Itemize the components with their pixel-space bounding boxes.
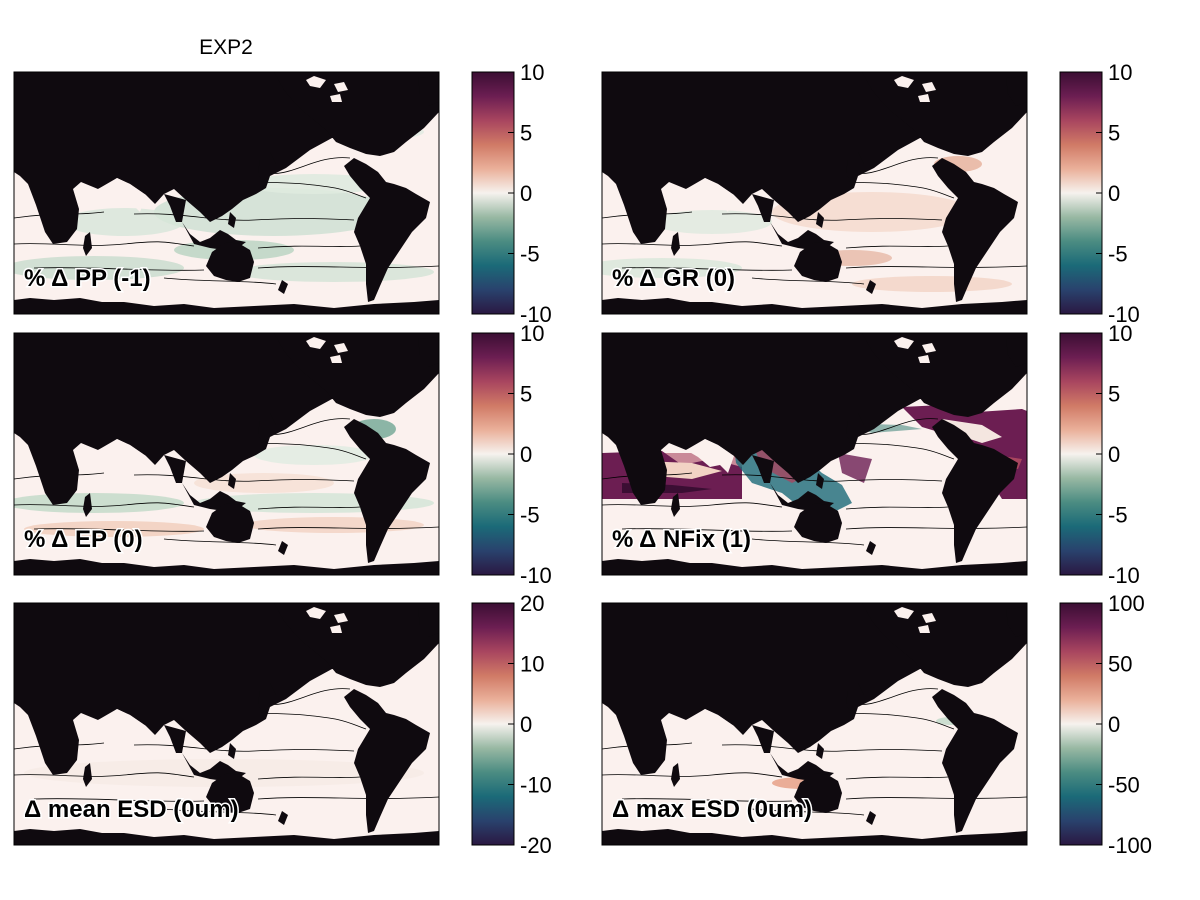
colorbar-tick-label: 0: [520, 181, 532, 206]
map-frame: [13, 71, 440, 315]
panel-label-ep: % Δ EP (0): [24, 526, 143, 553]
panel-label-mean_esd: Δ mean ESD (0um): [24, 796, 239, 823]
colorbar-tick-label: -10: [1108, 563, 1140, 588]
panel-label-max_esd: Δ max ESD (0um): [612, 796, 812, 823]
panel-mean_esd: Δ mean ESD (0um) 20 10 0 -10 -20: [13, 591, 552, 858]
map-mean_esd: Δ mean ESD (0um): [13, 602, 440, 846]
colorbar-tick-label: 10: [520, 60, 544, 85]
colorbar-tick-label: 0: [520, 712, 532, 737]
panel-pp: % Δ PP (-1) 10 5 0 -5 -10: [13, 60, 552, 327]
colorbar-gradient: [1059, 602, 1103, 846]
map-frame: [13, 332, 440, 576]
colorbar-tick-label: 5: [520, 121, 532, 146]
colorbar-tick-label: 0: [520, 442, 532, 467]
colorbar-tick-label: 10: [520, 652, 544, 677]
map-frame: [13, 602, 440, 846]
colorbar-tick-label: 20: [520, 591, 544, 616]
colorbar-tick-label: 10: [1108, 321, 1132, 346]
colorbar-ep: 10 5 0 -5 -10: [471, 321, 552, 588]
panel-nfix: % Δ NFix (1) 10 5 0 -5 -10: [601, 321, 1140, 588]
map-ep: % Δ EP (0): [13, 332, 440, 576]
panel-label-gr: % Δ GR (0): [612, 265, 735, 292]
panel-ep: % Δ EP (0) 10 5 0 -5 -10: [13, 321, 552, 588]
map-nfix: % Δ NFix (1): [601, 332, 1028, 576]
colorbar-tick-label: -50: [1108, 773, 1140, 798]
colorbar-gr: 10 5 0 -5 -10: [1059, 60, 1140, 327]
colorbar-tick-label: -10: [1108, 302, 1140, 327]
map-frame: [601, 71, 1028, 315]
colorbar-nfix: 10 5 0 -5 -10: [1059, 321, 1140, 588]
colorbar-tick-label: 5: [1108, 382, 1120, 407]
figure-title: EXP2: [199, 36, 253, 59]
colorbar-tick-label: 5: [520, 382, 532, 407]
colorbar-mean_esd: 20 10 0 -10 -20: [471, 591, 552, 858]
colorbar-tick-label: -5: [520, 503, 540, 528]
panel-gr: % Δ GR (0) 10 5 0 -5 -10: [601, 60, 1140, 327]
colorbar-tick-label: -10: [520, 302, 552, 327]
map-pp: % Δ PP (-1): [13, 71, 440, 315]
colorbar-tick-label: -5: [1108, 503, 1128, 528]
colorbar-tick-label: 10: [520, 321, 544, 346]
colorbar-tick-label: -5: [520, 242, 540, 267]
colorbar-gradient: [1059, 332, 1103, 576]
colorbar-tick-label: 5: [1108, 121, 1120, 146]
map-frame: [601, 332, 1028, 576]
colorbar-gradient: [471, 602, 515, 846]
colorbar-pp: 10 5 0 -5 -10: [471, 60, 552, 327]
colorbar-tick-label: -10: [520, 773, 552, 798]
map-frame: [601, 602, 1028, 846]
colorbar-tick-label: -10: [520, 563, 552, 588]
colorbar-tick-label: -20: [520, 833, 552, 858]
panel-max_esd: Δ max ESD (0um) 100 50 0 -50 -100: [601, 591, 1152, 858]
colorbar-tick-label: 0: [1108, 181, 1120, 206]
colorbar-tick-label: -5: [1108, 242, 1128, 267]
colorbar-tick-label: 0: [1108, 442, 1120, 467]
colorbar-tick-label: 100: [1108, 591, 1145, 616]
panel-label-pp: % Δ PP (-1): [24, 265, 151, 292]
panel-label-nfix: % Δ NFix (1): [612, 526, 751, 553]
colorbar-gradient: [471, 71, 515, 315]
map-gr: % Δ GR (0): [601, 71, 1028, 315]
colorbar-tick-label: 0: [1108, 712, 1120, 737]
colorbar-tick-label: 10: [1108, 60, 1132, 85]
colorbar-gradient: [471, 332, 515, 576]
map-max_esd: Δ max ESD (0um): [601, 602, 1028, 846]
colorbar-max_esd: 100 50 0 -50 -100: [1059, 591, 1152, 858]
colorbar-gradient: [1059, 71, 1103, 315]
colorbar-tick-label: -100: [1108, 833, 1152, 858]
colorbar-tick-label: 50: [1108, 652, 1132, 677]
